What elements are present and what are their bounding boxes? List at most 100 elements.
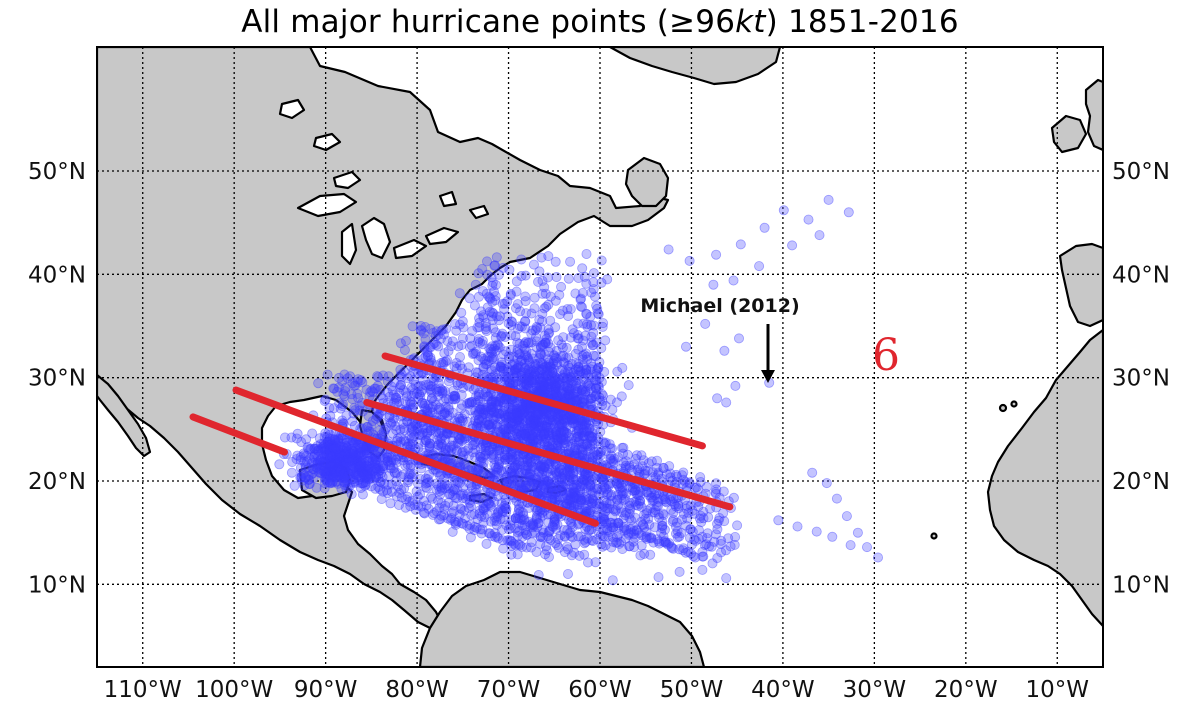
hurricane-point xyxy=(505,417,516,428)
hurricane-point xyxy=(415,320,426,331)
hurricane-point xyxy=(535,532,546,543)
hurricane-point xyxy=(652,534,663,545)
hurricane-point xyxy=(485,491,496,502)
hurricane-point xyxy=(571,419,582,430)
hurricane-point xyxy=(697,531,708,542)
hurricane-point xyxy=(578,318,589,329)
hurricane-point xyxy=(554,492,565,503)
hurricane-point xyxy=(640,532,651,543)
hurricane-point xyxy=(544,365,555,376)
hurricane-point xyxy=(502,464,513,475)
hurricane-point xyxy=(571,474,582,485)
hurricane-point xyxy=(439,386,450,397)
hurricane-point xyxy=(568,474,579,485)
hurricane-point xyxy=(420,380,431,391)
hurricane-point xyxy=(571,358,582,369)
hurricane-point xyxy=(440,434,451,445)
hurricane-point xyxy=(537,316,548,327)
hurricane-point xyxy=(618,523,629,534)
hurricane-point xyxy=(625,524,636,535)
hurricane-point xyxy=(527,353,538,364)
hurricane-point xyxy=(476,404,487,415)
map-title: All major hurricane points (≥96kt) 1851-… xyxy=(0,4,1200,40)
hurricane-point xyxy=(482,416,493,427)
hurricane-point xyxy=(575,481,586,492)
hurricane-point xyxy=(464,293,475,304)
hurricane-point xyxy=(436,498,447,509)
hurricane-point xyxy=(545,291,556,302)
hurricane-point xyxy=(678,474,689,485)
hurricane-point xyxy=(759,222,770,233)
hurricane-point xyxy=(658,509,669,520)
hurricane-point xyxy=(500,454,511,465)
hurricane-point xyxy=(570,440,581,451)
hurricane-point xyxy=(544,430,555,441)
hurricane-point xyxy=(319,395,330,406)
hurricane-point xyxy=(458,482,469,493)
hurricane-point xyxy=(532,522,543,533)
hurricane-point xyxy=(553,466,564,477)
hurricane-point xyxy=(567,413,578,424)
hurricane-point xyxy=(490,332,501,343)
hurricane-point xyxy=(478,409,489,420)
hurricane-point xyxy=(639,468,650,479)
hurricane-point xyxy=(528,371,539,382)
hurricane-point xyxy=(463,451,474,462)
hurricane-point xyxy=(516,467,527,478)
hurricane-point xyxy=(528,520,539,531)
hurricane-point xyxy=(353,459,364,470)
hurricane-point xyxy=(510,303,521,314)
hurricane-point xyxy=(597,531,608,542)
y-tick-label-right: 40°N xyxy=(1112,262,1170,288)
hurricane-point xyxy=(522,454,533,465)
hurricane-point xyxy=(524,403,535,414)
hurricane-point xyxy=(465,519,476,530)
hurricane-point xyxy=(582,321,593,332)
hurricane-point xyxy=(427,401,438,412)
hurricane-point xyxy=(533,409,544,420)
y-tick-labels-right: 10°N 20°N 30°N 40°N 50°N xyxy=(1112,159,1170,598)
hurricane-point xyxy=(554,477,565,488)
hurricane-point xyxy=(544,359,555,370)
hurricane-point xyxy=(424,440,435,451)
hurricane-point xyxy=(517,400,528,411)
hurricane-point xyxy=(481,391,492,402)
hurricane-point xyxy=(581,278,592,289)
hurricane-point xyxy=(629,496,640,507)
hurricane-point xyxy=(503,474,514,485)
hurricane-point xyxy=(519,465,530,476)
hurricane-point xyxy=(512,368,523,379)
hurricane-point xyxy=(530,418,541,429)
hurricane-point xyxy=(557,435,568,446)
hurricane-point xyxy=(459,433,470,444)
hurricane-point xyxy=(428,375,439,386)
hurricane-point xyxy=(602,523,613,534)
hurricane-point xyxy=(568,487,579,498)
hurricane-point xyxy=(605,517,616,528)
hurricane-point xyxy=(484,351,495,362)
hurricane-point xyxy=(342,472,353,483)
hurricane-point xyxy=(538,487,549,498)
hurricane-point xyxy=(440,449,451,460)
hurricane-point xyxy=(577,449,588,460)
hurricane-point xyxy=(608,457,619,468)
hurricane-point xyxy=(363,411,374,422)
hurricane-point xyxy=(458,450,469,461)
hurricane-point xyxy=(634,495,645,506)
hurricane-point xyxy=(494,342,505,353)
hurricane-point xyxy=(571,378,582,389)
hurricane-point xyxy=(478,457,489,468)
hurricane-point xyxy=(527,325,538,336)
hurricane-point xyxy=(493,507,504,518)
hurricane-point xyxy=(473,291,484,302)
hurricane-point xyxy=(425,438,436,449)
hurricane-point xyxy=(622,449,633,460)
hurricane-point xyxy=(477,524,488,535)
hurricane-point xyxy=(843,207,854,218)
title-prefix: All major hurricane points ( xyxy=(241,4,670,40)
hurricane-point xyxy=(823,194,834,205)
hurricane-point xyxy=(389,377,400,388)
hurricane-point xyxy=(488,449,499,460)
hurricane-point xyxy=(614,538,625,549)
hurricane-point xyxy=(502,296,513,307)
